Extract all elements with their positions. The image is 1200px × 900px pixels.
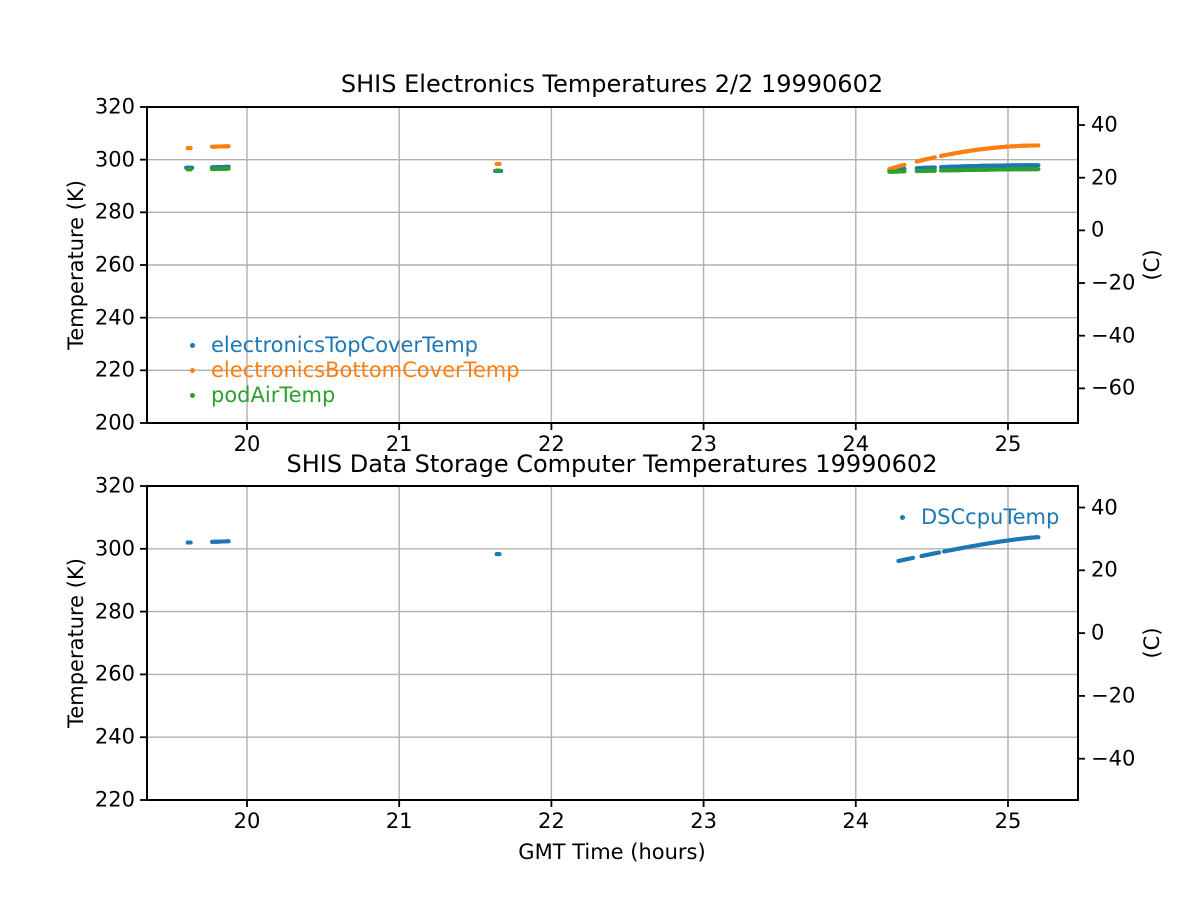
data-point <box>188 167 193 172</box>
data-point <box>902 169 907 174</box>
legend-item-electronicsBottomCoverTemp: electronicsBottomCoverTemp <box>183 358 520 383</box>
data-point <box>932 165 937 170</box>
y-tick-label: 200 <box>94 410 135 435</box>
data-point <box>932 155 937 160</box>
plot1-y2label: (C) <box>1140 249 1164 281</box>
series-electronicsBottomCoverTemp <box>185 143 1041 172</box>
y-tick-label: 220 <box>94 787 135 812</box>
data-point <box>911 555 915 560</box>
plot1-legend: electronicsTopCoverTemp electronicsBotto… <box>183 333 520 408</box>
plot1-title: SHIS Electronics Temperatures 2/2 199906… <box>340 70 884 98</box>
y-tick-label: 240 <box>94 305 135 330</box>
data-point <box>188 146 193 151</box>
x-tick-label: 22 <box>538 432 565 456</box>
x-tick-label: 20 <box>233 432 261 456</box>
y2-tick-label: −20 <box>1091 683 1136 708</box>
plot1-ylabel: Temperature (K) <box>64 180 88 350</box>
x-axis-label: GMT Time (hours) <box>518 840 706 864</box>
legend-label: electronicsBottomCoverTemp <box>211 358 520 382</box>
y2-tick-label: 40 <box>1091 112 1118 137</box>
y-tick-label: 320 <box>94 94 135 119</box>
data-point <box>937 550 942 555</box>
y2-tick-label: −40 <box>1091 323 1136 348</box>
y2-tick-label: −60 <box>1091 375 1136 400</box>
legend-label: podAirTemp <box>211 383 336 407</box>
y2-tick-label: 0 <box>1091 217 1105 242</box>
x-tick-label: 23 <box>690 432 717 456</box>
legend-item-DSCcpuTemp: DSCcpuTemp <box>893 505 1059 530</box>
legend-label: electronicsTopCoverTemp <box>211 333 479 357</box>
data-point <box>226 166 231 171</box>
legend-marker-icon <box>190 343 195 348</box>
data-point <box>1036 535 1041 540</box>
y-tick-label: 300 <box>94 147 135 172</box>
y-tick-label: 300 <box>94 536 135 561</box>
series-DSCcpuTemp <box>185 535 1041 563</box>
y2-tick-label: 40 <box>1091 495 1118 519</box>
y-tick-label: 220 <box>94 357 135 382</box>
x-tick-label: 25 <box>994 432 1022 456</box>
data-point <box>1036 167 1041 172</box>
plot2-canvas <box>140 485 1085 807</box>
y-tick-label: 260 <box>94 661 135 686</box>
y2-tick-label: 0 <box>1091 620 1105 645</box>
legend-item-electronicsTopCoverTemp: electronicsTopCoverTemp <box>183 333 520 358</box>
y-tick-label: 320 <box>94 473 135 498</box>
plot1-canvas <box>140 106 1085 430</box>
x-tick-label: 24 <box>842 809 870 833</box>
legend-marker-icon <box>190 393 195 398</box>
data-point <box>226 144 231 149</box>
x-tick-label: 25 <box>994 809 1022 833</box>
y-tick-label: 240 <box>94 724 135 749</box>
y2-tick-label: 20 <box>1091 165 1118 190</box>
plot2-ylabel: Temperature (K) <box>64 558 88 728</box>
data-point <box>188 540 193 545</box>
data-point <box>497 161 502 166</box>
legend-marker-icon <box>190 368 195 373</box>
x-tick-label: 22 <box>538 809 565 833</box>
plot2-title: SHIS Data Storage Computer Temperatures … <box>286 450 938 478</box>
series-electronicsTopCoverTemp <box>184 163 1041 173</box>
x-tick-label: 23 <box>690 809 717 833</box>
x-tick-label: 21 <box>385 432 413 456</box>
data-point <box>226 539 231 544</box>
data-point <box>497 552 502 557</box>
plot2-legend: DSCcpuTemp <box>893 505 1059 530</box>
legend-label: DSCcpuTemp <box>921 505 1060 529</box>
plot-border <box>146 485 1079 801</box>
x-tick-label: 21 <box>385 809 413 833</box>
plot2-y2label: (C) <box>1140 627 1164 659</box>
y-tick-label: 260 <box>94 252 135 277</box>
legend-marker-icon <box>900 515 905 520</box>
legend-item-podAirTemp: podAirTemp <box>183 383 520 408</box>
y-tick-label: 280 <box>94 599 135 624</box>
y2-tick-label: −20 <box>1091 270 1136 295</box>
y2-tick-label: 20 <box>1091 557 1118 582</box>
data-point <box>497 168 502 173</box>
data-point <box>1036 163 1041 168</box>
x-tick-label: 20 <box>233 809 261 833</box>
y-tick-label: 280 <box>94 199 135 224</box>
data-point <box>1036 143 1041 148</box>
series-podAirTemp <box>185 166 1041 174</box>
y2-tick-label: −40 <box>1091 746 1136 771</box>
data-point <box>932 168 937 173</box>
data-point <box>902 162 907 167</box>
x-tick-label: 24 <box>842 432 870 456</box>
